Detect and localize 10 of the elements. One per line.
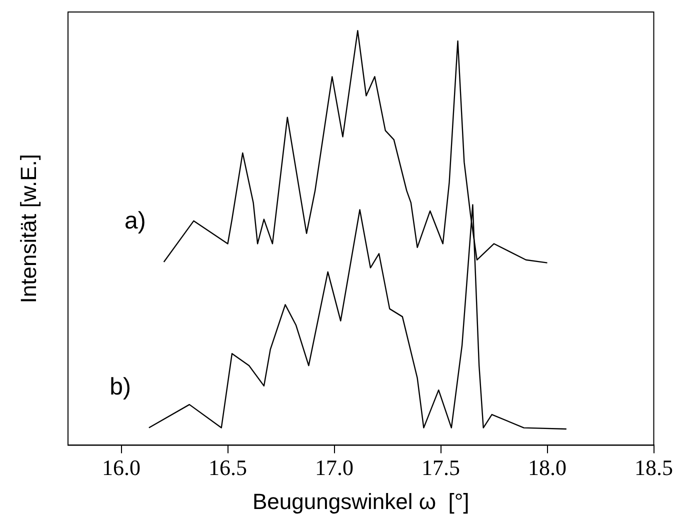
y-axis-title: Intensität [w.E.]: [16, 154, 42, 304]
series-label: a): [124, 208, 146, 235]
x-tick-label: 16.0: [102, 455, 140, 480]
x-tick-label: 18.0: [528, 455, 566, 480]
series-label: b): [110, 373, 131, 400]
x-tick-label: 17.5: [422, 455, 460, 480]
x-tick-label: 16.5: [208, 455, 247, 480]
x-tick-label: 18.5: [634, 455, 673, 480]
x-axis-title: Beugungswinkel ω [°]: [252, 488, 470, 514]
x-tick-label: 17.0: [315, 455, 354, 480]
